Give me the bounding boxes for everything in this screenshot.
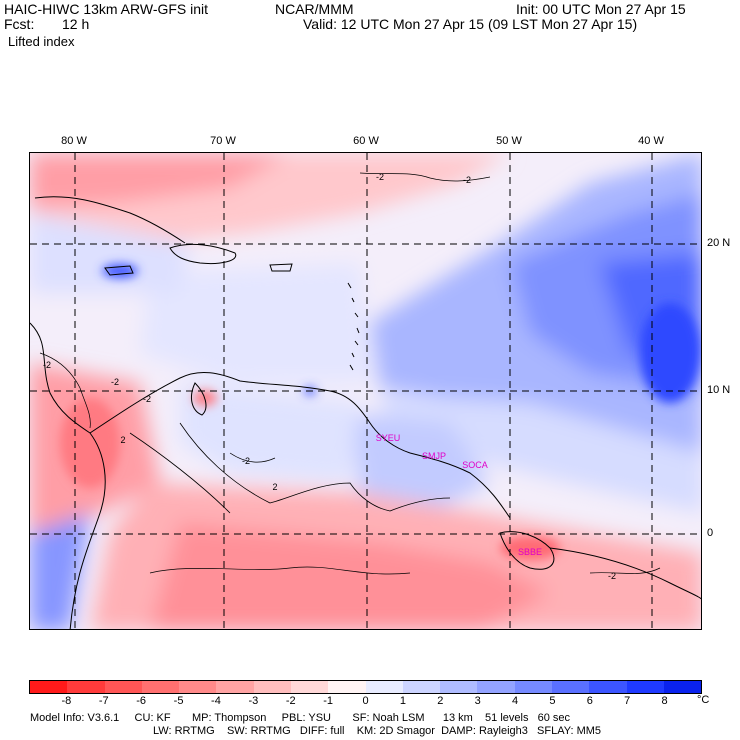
contour-label: -2 — [42, 360, 52, 370]
contour-label: -2 — [375, 172, 385, 182]
colorbar-tick-label: -5 — [173, 695, 184, 707]
colorbar-swatch — [253, 681, 291, 693]
contour-label: -2 — [462, 175, 472, 185]
coastlines — [30, 196, 701, 629]
contour-label: -2 — [110, 377, 120, 387]
colorbar-swatch — [67, 681, 105, 693]
colorbar-swatch — [30, 681, 68, 693]
station-sbbe: SBBE — [517, 547, 543, 557]
colorbar-tick-label: 6 — [586, 695, 593, 707]
colorbar-swatch — [626, 681, 664, 693]
colorbar-unit: °C — [697, 694, 710, 706]
colorbar-swatch — [402, 681, 441, 693]
map-canvas — [30, 153, 701, 629]
model-info-line2: LW: RRTMG SW: RRTMG DIFF: full KM: 2D Sm… — [153, 725, 602, 737]
colorbar-swatch — [328, 681, 366, 693]
colorbar-tick-label: -3 — [248, 695, 259, 707]
contour-label: 2 — [120, 435, 126, 445]
colorbar-tick-label: 8 — [661, 695, 668, 707]
lon-label-50w: 50 W — [496, 135, 522, 147]
station-syeu: SYEU — [375, 433, 401, 443]
contour-label: 2 — [272, 482, 278, 492]
colorbar-swatch — [179, 681, 217, 693]
colorbar-tick-label: 5 — [549, 695, 556, 707]
colorbar-swatch — [440, 681, 478, 693]
lon-label-40w: 40 W — [638, 135, 664, 147]
colorbar-swatch — [104, 681, 142, 693]
lat-label-10n: 10 N — [707, 384, 731, 396]
lat-label-20n: 20 N — [707, 237, 731, 249]
lat-label-0: 0 — [707, 527, 714, 539]
colorbar-swatch — [290, 681, 329, 693]
graticule — [30, 153, 701, 629]
colorbar-swatch — [514, 681, 552, 693]
colorbar-swatch — [477, 681, 515, 693]
institution-label: NCAR/MMM — [275, 1, 354, 17]
model-info-line1: Model Info: V3.6.1 CU: KF MP: Thompson P… — [30, 712, 571, 724]
colorbar-tick-label: 0 — [362, 695, 369, 707]
contour-label: -2 — [142, 394, 152, 404]
colorbar-tick-label: 1 — [399, 695, 406, 707]
colorbar-tick-label: 3 — [474, 695, 481, 707]
model-title: HAIC-HIWC 13km ARW-GFS init — [4, 1, 209, 17]
lon-label-60w: 60 W — [353, 135, 379, 147]
colorbar-swatch — [551, 681, 590, 693]
valid-time: Valid: 12 UTC Mon 27 Apr 15 (09 LST Mon … — [303, 16, 638, 32]
colorbar-tick-label: -7 — [98, 695, 109, 707]
colorbar-swatch — [663, 681, 702, 693]
colorbar-tick-label: -8 — [61, 695, 72, 707]
colorbar-swatch — [216, 681, 254, 693]
lifted-index-map: -2 -2 -2 -2 -2 -2 -2 2 2 SYEU SMJP SOCA … — [29, 152, 702, 630]
contour-label: -2 — [607, 571, 617, 581]
field-name: Lifted index — [8, 34, 75, 49]
colorbar-tick-label: 4 — [511, 695, 519, 707]
colorbar-tick-label: -6 — [136, 695, 147, 707]
lon-label-70w: 70 W — [210, 135, 236, 147]
colorbar-swatch — [365, 681, 403, 693]
station-soca: SOCA — [462, 460, 488, 470]
colorbar-tick-label: -2 — [285, 695, 296, 707]
lon-label-80w: 80 W — [61, 135, 87, 147]
station-smjp: SMJP — [421, 451, 447, 461]
forecast-hours: 12 h — [62, 16, 90, 32]
contour-label: -2 — [241, 456, 251, 466]
colorbar — [29, 680, 702, 694]
contours — [39, 172, 661, 575]
colorbar-tick-label: 2 — [437, 695, 444, 707]
init-time: Init: 00 UTC Mon 27 Apr 15 — [516, 1, 686, 17]
colorbar-tick-label: 7 — [624, 695, 631, 707]
colorbar-tick-label: -4 — [211, 695, 221, 707]
colorbar-swatch — [141, 681, 180, 693]
colorbar-swatch — [589, 681, 627, 693]
field-detail — [60, 264, 700, 560]
colorbar-tick-label: -1 — [323, 695, 333, 707]
forecast-label: Fcst: — [4, 16, 35, 32]
